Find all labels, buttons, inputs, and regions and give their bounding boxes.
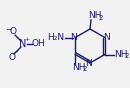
Text: 2: 2 bbox=[124, 53, 128, 59]
Text: NH: NH bbox=[114, 50, 128, 59]
Text: N: N bbox=[19, 39, 27, 49]
Text: OH: OH bbox=[31, 40, 45, 48]
Text: H₂N: H₂N bbox=[47, 33, 64, 42]
Text: N: N bbox=[103, 32, 110, 42]
Text: +: + bbox=[24, 37, 29, 42]
Text: 2: 2 bbox=[83, 66, 87, 72]
Text: N: N bbox=[70, 32, 77, 42]
Text: ’: ’ bbox=[15, 50, 19, 60]
Text: O: O bbox=[9, 26, 17, 35]
Text: N: N bbox=[85, 59, 92, 68]
Text: 2: 2 bbox=[98, 15, 103, 21]
Text: O: O bbox=[8, 54, 15, 62]
Text: −: − bbox=[5, 26, 11, 34]
Text: NH: NH bbox=[73, 63, 86, 72]
Text: NH: NH bbox=[88, 12, 102, 21]
